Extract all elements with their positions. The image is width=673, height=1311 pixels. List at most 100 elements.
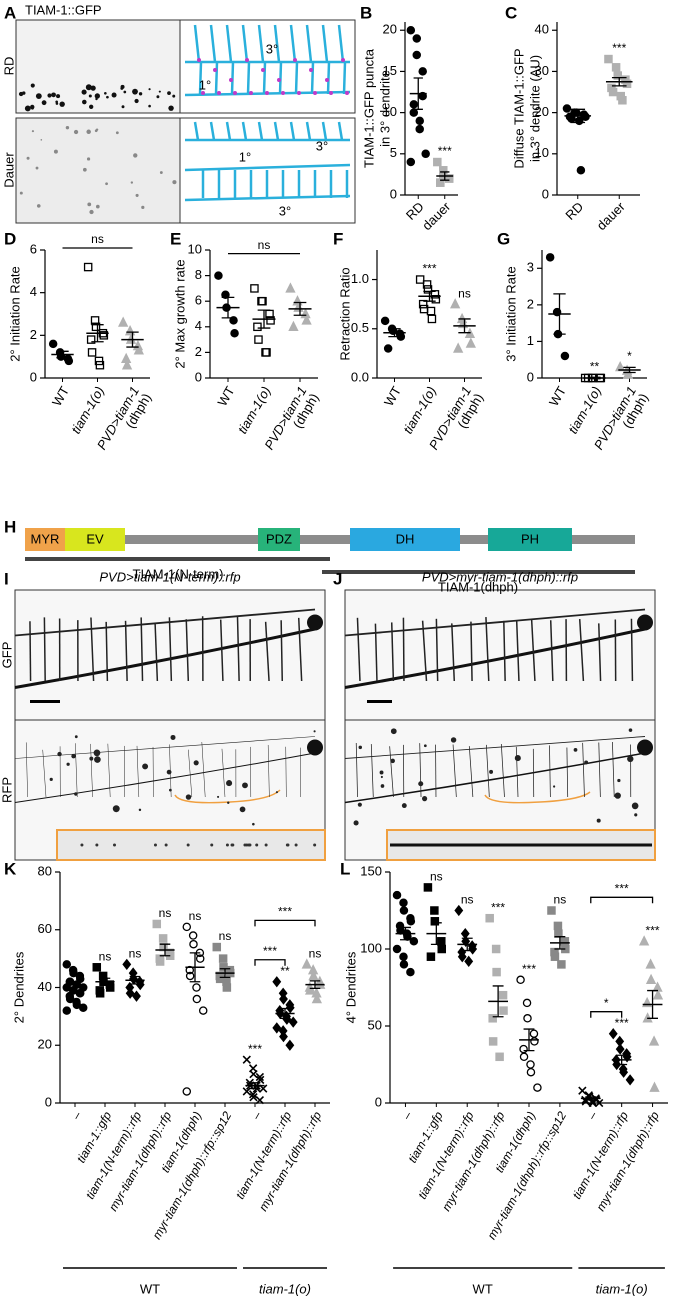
- data-point: [415, 275, 425, 284]
- punctum: [584, 760, 589, 765]
- group-label: WT: [140, 1281, 160, 1296]
- data-point: [248, 1090, 258, 1099]
- y-tick-label: 0.5: [351, 320, 369, 335]
- punctum: [197, 58, 201, 62]
- punctum: [153, 843, 157, 847]
- dendrite: [389, 746, 394, 798]
- data-point: [399, 952, 408, 961]
- data-point: [253, 322, 262, 332]
- data-point: [262, 348, 271, 357]
- dendrite: [305, 121, 312, 141]
- punctum: [286, 843, 290, 847]
- punctum: [55, 102, 59, 105]
- punctum: [225, 843, 229, 847]
- dendrite: [262, 61, 267, 95]
- data-point: [608, 1028, 618, 1040]
- error-bar: [159, 943, 171, 957]
- error-bar: [553, 293, 566, 335]
- data-point: [595, 1098, 604, 1108]
- data-point: [311, 992, 323, 1004]
- y-tick-label: 3: [527, 260, 534, 275]
- dendrite: [566, 747, 569, 798]
- punctum: [94, 93, 101, 99]
- punctum: [59, 101, 65, 107]
- punctum: [277, 78, 281, 82]
- punctum: [390, 728, 397, 735]
- punctum: [255, 843, 259, 847]
- dendrite: [140, 617, 144, 682]
- data-point: [464, 955, 474, 967]
- data-point: [560, 351, 570, 361]
- data-point: [272, 1022, 282, 1034]
- data-point: [530, 1037, 539, 1046]
- significance-label: ***: [422, 262, 436, 276]
- protein-backbone: [25, 535, 635, 544]
- punctum: [226, 780, 233, 787]
- panel-title: PVD>tiam-1(N-term)::rfp: [99, 569, 240, 584]
- dendrite: [344, 627, 646, 689]
- y-tick-label: 2: [30, 327, 37, 342]
- dendrite: [188, 749, 193, 798]
- dendrite: [219, 619, 224, 682]
- punctum: [133, 153, 138, 158]
- punctum: [313, 730, 316, 733]
- row-label: GFP: [0, 642, 14, 669]
- punctum: [74, 792, 78, 796]
- data-point: [304, 984, 316, 995]
- data-point: [406, 25, 416, 35]
- error-bar: [309, 980, 321, 990]
- data-point: [488, 1014, 497, 1023]
- punctum: [106, 95, 109, 99]
- punctum: [148, 88, 151, 91]
- data-point: [491, 944, 501, 954]
- error-bar: [647, 989, 658, 1019]
- data-point: [83, 262, 93, 272]
- punctum: [252, 822, 255, 826]
- data-point: [64, 356, 74, 366]
- data-point: [301, 958, 312, 969]
- punctum: [201, 91, 205, 95]
- dendrite: [198, 61, 203, 95]
- punctum: [71, 753, 76, 759]
- data-point: [418, 67, 427, 76]
- data-point: [94, 356, 104, 366]
- y-tick-label: 15: [383, 63, 397, 78]
- punctum: [401, 803, 407, 809]
- data-point: [285, 282, 296, 293]
- dendrite: [515, 620, 520, 682]
- y-tick-label: 0: [45, 1094, 52, 1109]
- punctum: [89, 756, 94, 761]
- data-point: [285, 1002, 295, 1014]
- diagram-label: 3°: [316, 138, 328, 153]
- significance-label: ns: [159, 906, 172, 920]
- punctum: [379, 770, 384, 775]
- dendrite: [209, 121, 216, 141]
- data-point: [444, 174, 454, 183]
- punctum: [142, 763, 149, 770]
- data-point: [468, 943, 478, 955]
- data-point: [87, 348, 97, 357]
- dendrite: [29, 621, 32, 682]
- data-point: [383, 344, 393, 353]
- punctum: [74, 735, 78, 739]
- decoration: [14, 24, 653, 847]
- data-point: [412, 50, 421, 60]
- data-point: [406, 157, 416, 167]
- error-bar: [430, 922, 442, 946]
- dendrite: [257, 121, 264, 141]
- punctum: [185, 794, 192, 800]
- punctum: [134, 98, 139, 104]
- punctum: [86, 129, 91, 135]
- y-tick-label: 20: [535, 104, 549, 119]
- data-point: [279, 1030, 288, 1043]
- punctum: [49, 777, 53, 781]
- error-bar: [523, 1028, 535, 1052]
- dendrite: [289, 24, 297, 63]
- data-point: [516, 975, 525, 985]
- dendrite: [355, 742, 358, 798]
- data-point: [457, 951, 467, 963]
- punctum: [132, 88, 138, 95]
- y-axis-label: in 3° dendrite: [377, 70, 392, 147]
- panel-title: TIAM-1::GFP: [25, 2, 102, 17]
- dendrite: [337, 121, 344, 141]
